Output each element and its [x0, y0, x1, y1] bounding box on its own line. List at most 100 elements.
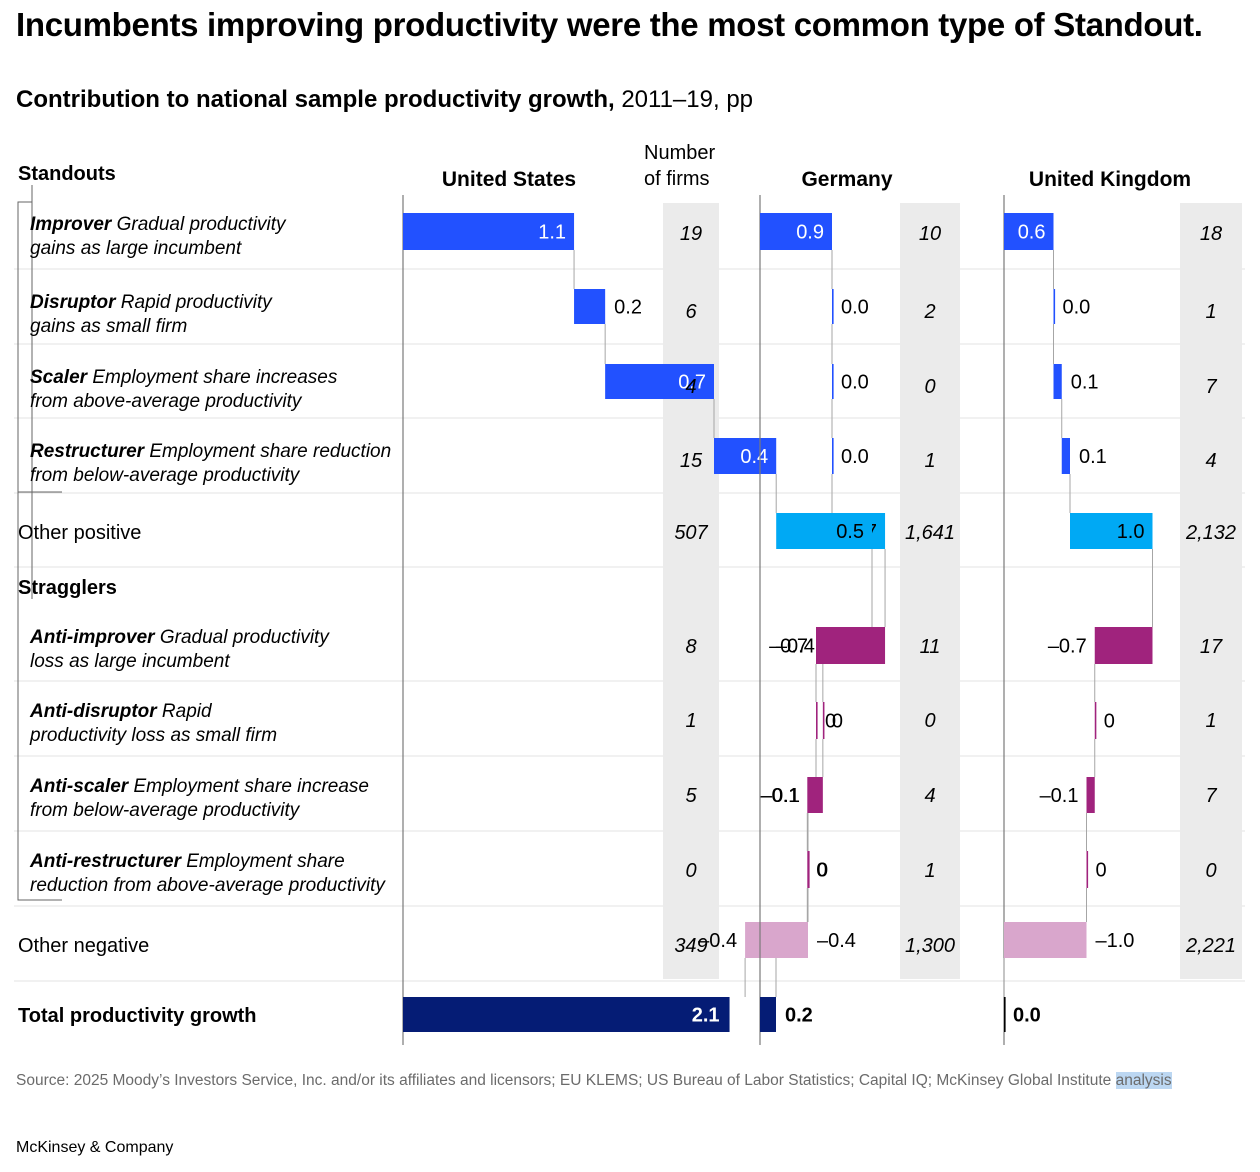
country-header: United Kingdom	[1029, 168, 1191, 191]
bar-germany-8	[808, 851, 810, 888]
firms-count: 4	[924, 785, 935, 807]
bar-united-kingdom-9	[1004, 922, 1087, 958]
bar-germany-1	[832, 289, 834, 324]
category-name: Restructurer	[30, 441, 146, 462]
category-label: Anti-disruptor Rapid	[29, 701, 213, 722]
category-name: Scaler	[30, 367, 89, 388]
value-label: –0.1	[761, 785, 800, 807]
firms-count: 4	[1205, 450, 1216, 472]
source-highlight: analysis	[1115, 1072, 1172, 1089]
category-description: Employment share increase	[128, 776, 369, 797]
group-heading: Stragglers	[18, 577, 117, 599]
firms-count: 1	[1205, 301, 1216, 323]
firms-count: 1,641	[905, 522, 955, 544]
bar-united-kingdom-0	[1004, 213, 1054, 250]
firms-count: 17	[1200, 636, 1223, 658]
bar-united-kingdom-3	[1061, 438, 1070, 474]
bar-united-kingdom-1	[1053, 289, 1056, 324]
value-label: 0.1	[1079, 446, 1107, 468]
bar-germany-7	[808, 777, 816, 813]
value-label: 2.1	[692, 1005, 720, 1027]
bar-germany-0	[760, 213, 832, 250]
group-bracket	[17, 201, 62, 901]
firms-count: 15	[680, 450, 703, 472]
country-header: United States	[442, 168, 576, 191]
category-description: from above-average productivity	[30, 391, 303, 412]
category-label: Scaler Employment share increases	[30, 367, 338, 388]
bar-germany-2	[832, 364, 834, 399]
category-description: Rapid productivity	[116, 292, 274, 313]
firms-count: 0	[924, 710, 935, 732]
value-label: –0.4	[817, 930, 856, 952]
value-label: 0.5	[836, 521, 864, 543]
category-description: gains as large incumbent	[30, 238, 242, 259]
bar-united-kingdom-2	[1053, 364, 1062, 399]
category-label: Restructurer Employment share reduction	[30, 441, 391, 462]
chart-title: Incumbents improving productivity were t…	[16, 6, 1203, 43]
category-description: Gradual productivity	[155, 627, 331, 648]
value-label: –0.1	[760, 785, 799, 807]
value-label: 0.7	[678, 372, 706, 394]
category-description: Gradual productivity	[111, 214, 287, 235]
category-description: Employment share	[181, 851, 345, 872]
country-header: Germany	[801, 168, 892, 191]
firms-count: 8	[685, 636, 696, 658]
bar-germany-5	[816, 627, 872, 664]
value-label: –0.7	[769, 636, 808, 658]
firms-header-line: Number	[644, 142, 715, 164]
value-label: 0.0	[841, 372, 869, 394]
value-label: 1.1	[538, 222, 566, 244]
bar-united-kingdom-7	[1086, 777, 1095, 813]
category-label: Anti-restructurer Employment share	[29, 851, 345, 872]
category-name: Anti-improver	[29, 627, 156, 648]
category-description: loss as large incumbent	[30, 651, 230, 672]
value-label: –0.7	[1048, 636, 1087, 658]
value-label: 1.0	[1117, 521, 1145, 543]
firms-count: 10	[919, 223, 941, 245]
bar-united-states-3	[714, 438, 777, 474]
value-label: 0.2	[785, 1005, 813, 1027]
waterfall-chart: United States Germany United Kingdom Number…	[14, 142, 1245, 1045]
firms-count: 0	[924, 376, 935, 398]
bar-united-kingdom-6	[1094, 702, 1097, 739]
subtitle-rest: 2011–19, pp	[614, 86, 754, 113]
firms-column-bg	[663, 203, 719, 979]
firms-count: 1	[924, 450, 935, 472]
category-name: Anti-disruptor	[29, 701, 158, 722]
chart-subtitle: Contribution to national sample producti…	[16, 86, 753, 114]
group-heading: Standouts	[18, 163, 116, 185]
category-label: Anti-scaler Employment share increase	[29, 776, 369, 797]
firms-header-line: of firms	[644, 168, 710, 190]
bar-united-states-0	[403, 213, 575, 250]
bar-united-states-6	[822, 702, 825, 739]
firms-count: 1	[924, 860, 935, 882]
value-label: 0.0	[841, 297, 869, 319]
firms-count: 7	[1205, 376, 1217, 398]
value-label: –1.0	[1096, 930, 1135, 952]
subtitle-bold: Contribution to national sample producti…	[16, 86, 615, 113]
category-description: Rapid	[157, 701, 213, 722]
value-label: 0	[1096, 860, 1107, 882]
source-text: Source: 2025 Moody’s Investors Service, …	[16, 1072, 1116, 1089]
value-label: 0.1	[1071, 372, 1099, 394]
value-label: –0.4	[698, 930, 737, 952]
value-label: 0.0	[1063, 297, 1091, 319]
firms-column-bg	[1180, 203, 1242, 979]
bar-germany-4	[832, 513, 872, 549]
firms-count: 2,221	[1185, 935, 1236, 957]
bar-germany-10	[760, 997, 776, 1032]
category-name: Anti-restructurer	[29, 851, 183, 872]
category-label: Anti-improver Gradual productivity	[29, 627, 330, 648]
firms-count: 18	[1200, 223, 1222, 245]
firms-count: 11	[920, 636, 941, 658]
firms-count: 0	[685, 860, 696, 882]
value-label: –0.4	[776, 636, 815, 658]
mckinsey-logo: McKinsey & Company	[16, 1139, 174, 1156]
bar-united-kingdom-4	[1070, 513, 1153, 549]
bar-germany-6	[816, 702, 818, 739]
value-label: 0	[825, 711, 836, 733]
firms-count: 1	[1205, 710, 1216, 732]
bar-germany-9	[776, 922, 808, 958]
bar-united-states-1	[574, 289, 606, 324]
value-label: 0	[817, 860, 828, 882]
